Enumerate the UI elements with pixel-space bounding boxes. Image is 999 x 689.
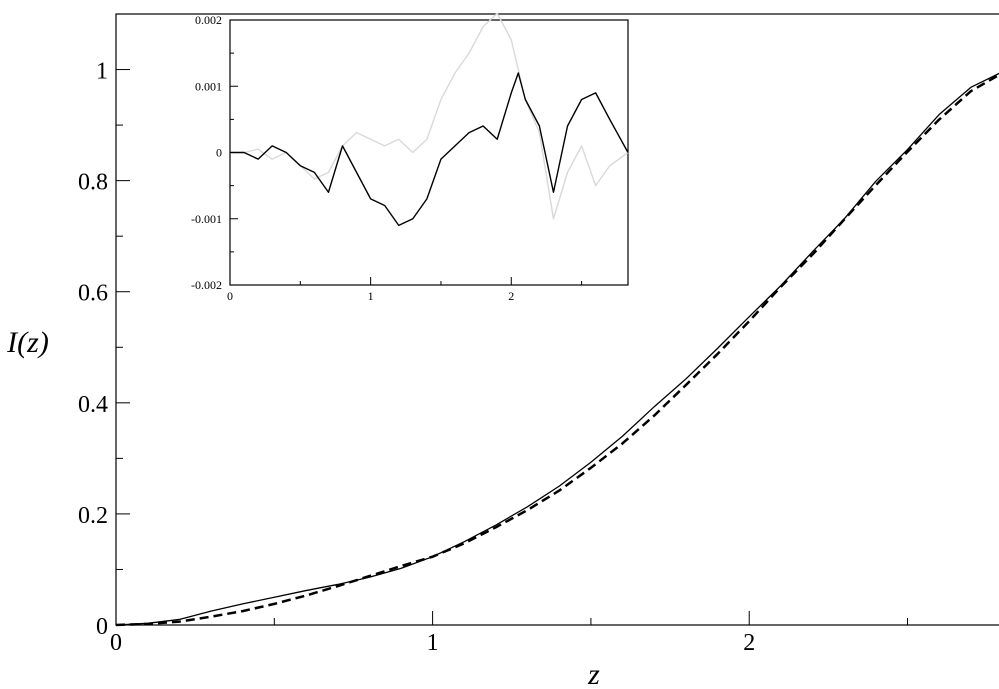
- main-y-tick-label: 0.6: [78, 281, 108, 307]
- main-y-tick-label: 0: [96, 614, 108, 640]
- inset-x-tick-label: 0: [227, 289, 233, 303]
- inset-x-tick-label: 1: [368, 289, 374, 303]
- y-axis-title: I(z): [6, 326, 49, 359]
- inset-plot-frame: [229, 19, 629, 286]
- inset-chart: 0 1 2 -0.002 -0.001 0 0.001 0.002: [191, 12, 629, 303]
- main-y-tick-label: 1: [96, 59, 108, 85]
- inset-x-tick-label: 2: [508, 289, 514, 303]
- inset-y-tick-label: 0: [216, 146, 222, 160]
- main-y-tick-label: 0.4: [78, 392, 108, 418]
- main-series-line-0: [115, 72, 999, 626]
- main-x-tick-label: 0: [110, 630, 122, 656]
- main-y-tick-label: 0.8: [78, 170, 108, 196]
- inset-series-line-1: [230, 72, 629, 227]
- inset-y-tick-label: 0.002: [195, 13, 222, 27]
- x-axis-title: z: [587, 658, 600, 689]
- inset-y-tick-label: -0.002: [191, 278, 222, 292]
- main-x-tick-label: 1: [427, 630, 439, 656]
- main-y-tick-label: 0.2: [78, 503, 108, 529]
- main-x-tick-label: 2: [743, 630, 755, 656]
- inset-y-tick-label: -0.001: [191, 212, 222, 226]
- main-series-line-1: [115, 73, 999, 627]
- inset-y-tick-label: 0.001: [195, 79, 222, 93]
